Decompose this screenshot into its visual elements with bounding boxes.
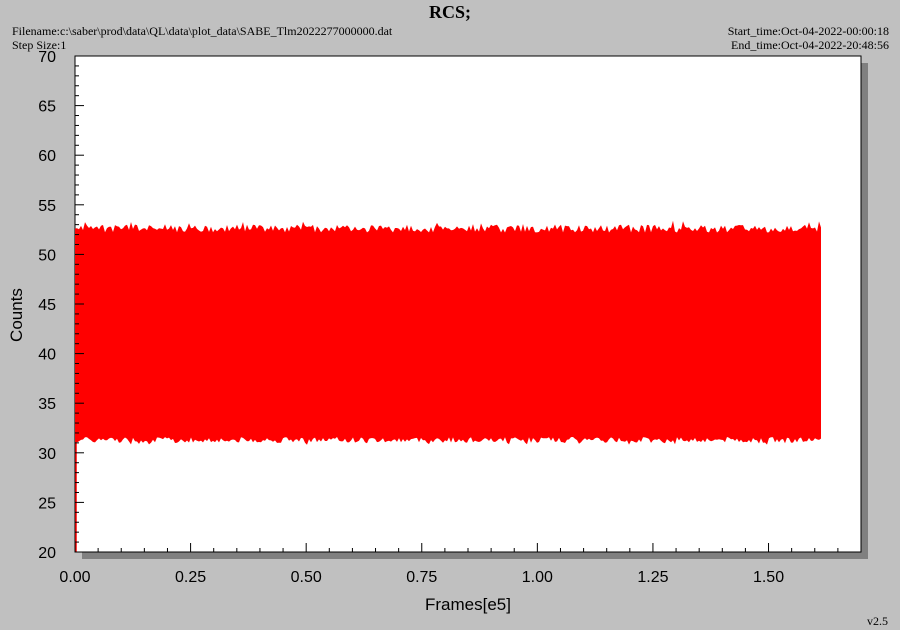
x-tick-label: 1.50 [753,569,784,586]
y-tick-label: 40 [38,347,56,364]
y-tick-label: 55 [38,198,56,215]
x-tick-label: 0.00 [59,569,90,586]
start-time-label: Start_time:Oct-04-2022-00:00:18 [727,24,889,38]
x-tick-label: 0.25 [175,569,206,586]
x-tick-label: 1.25 [637,569,668,586]
end-time-label: End_time:Oct-04-2022-20:48:56 [731,38,889,52]
ticks-layer: 20 25 30 35 40 45 50 55 60 65 70 0.00 0.25 0.50 0.75 1.… [38,49,839,586]
x-tick-label: 1.00 [522,569,553,586]
x-axis-label: Frames[e5] [425,595,511,614]
y-tick-label: 70 [38,49,56,66]
step-size-label: Step Size:1 [12,38,67,52]
chart-title: RCS; [428,2,471,22]
y-tick-label: 45 [38,297,56,314]
x-tick-label: 0.50 [291,569,322,586]
y-axis-label: Counts [7,288,26,342]
y-tick-label: 35 [38,396,56,413]
y-tick-label: 65 [38,99,56,116]
filename-label: Filename:c:\saber\prod\data\QL\data\plot… [12,24,393,38]
series-layer [75,220,821,552]
y-tick-label: 30 [38,446,56,463]
y-tick-label: 60 [38,148,56,165]
y-tick-label: 50 [38,247,56,264]
version-label: v2.5 [867,614,888,628]
series-band [75,220,821,445]
y-tick-label: 20 [38,545,56,562]
y-tick-label: 25 [38,495,56,512]
x-tick-label: 0.75 [406,569,437,586]
